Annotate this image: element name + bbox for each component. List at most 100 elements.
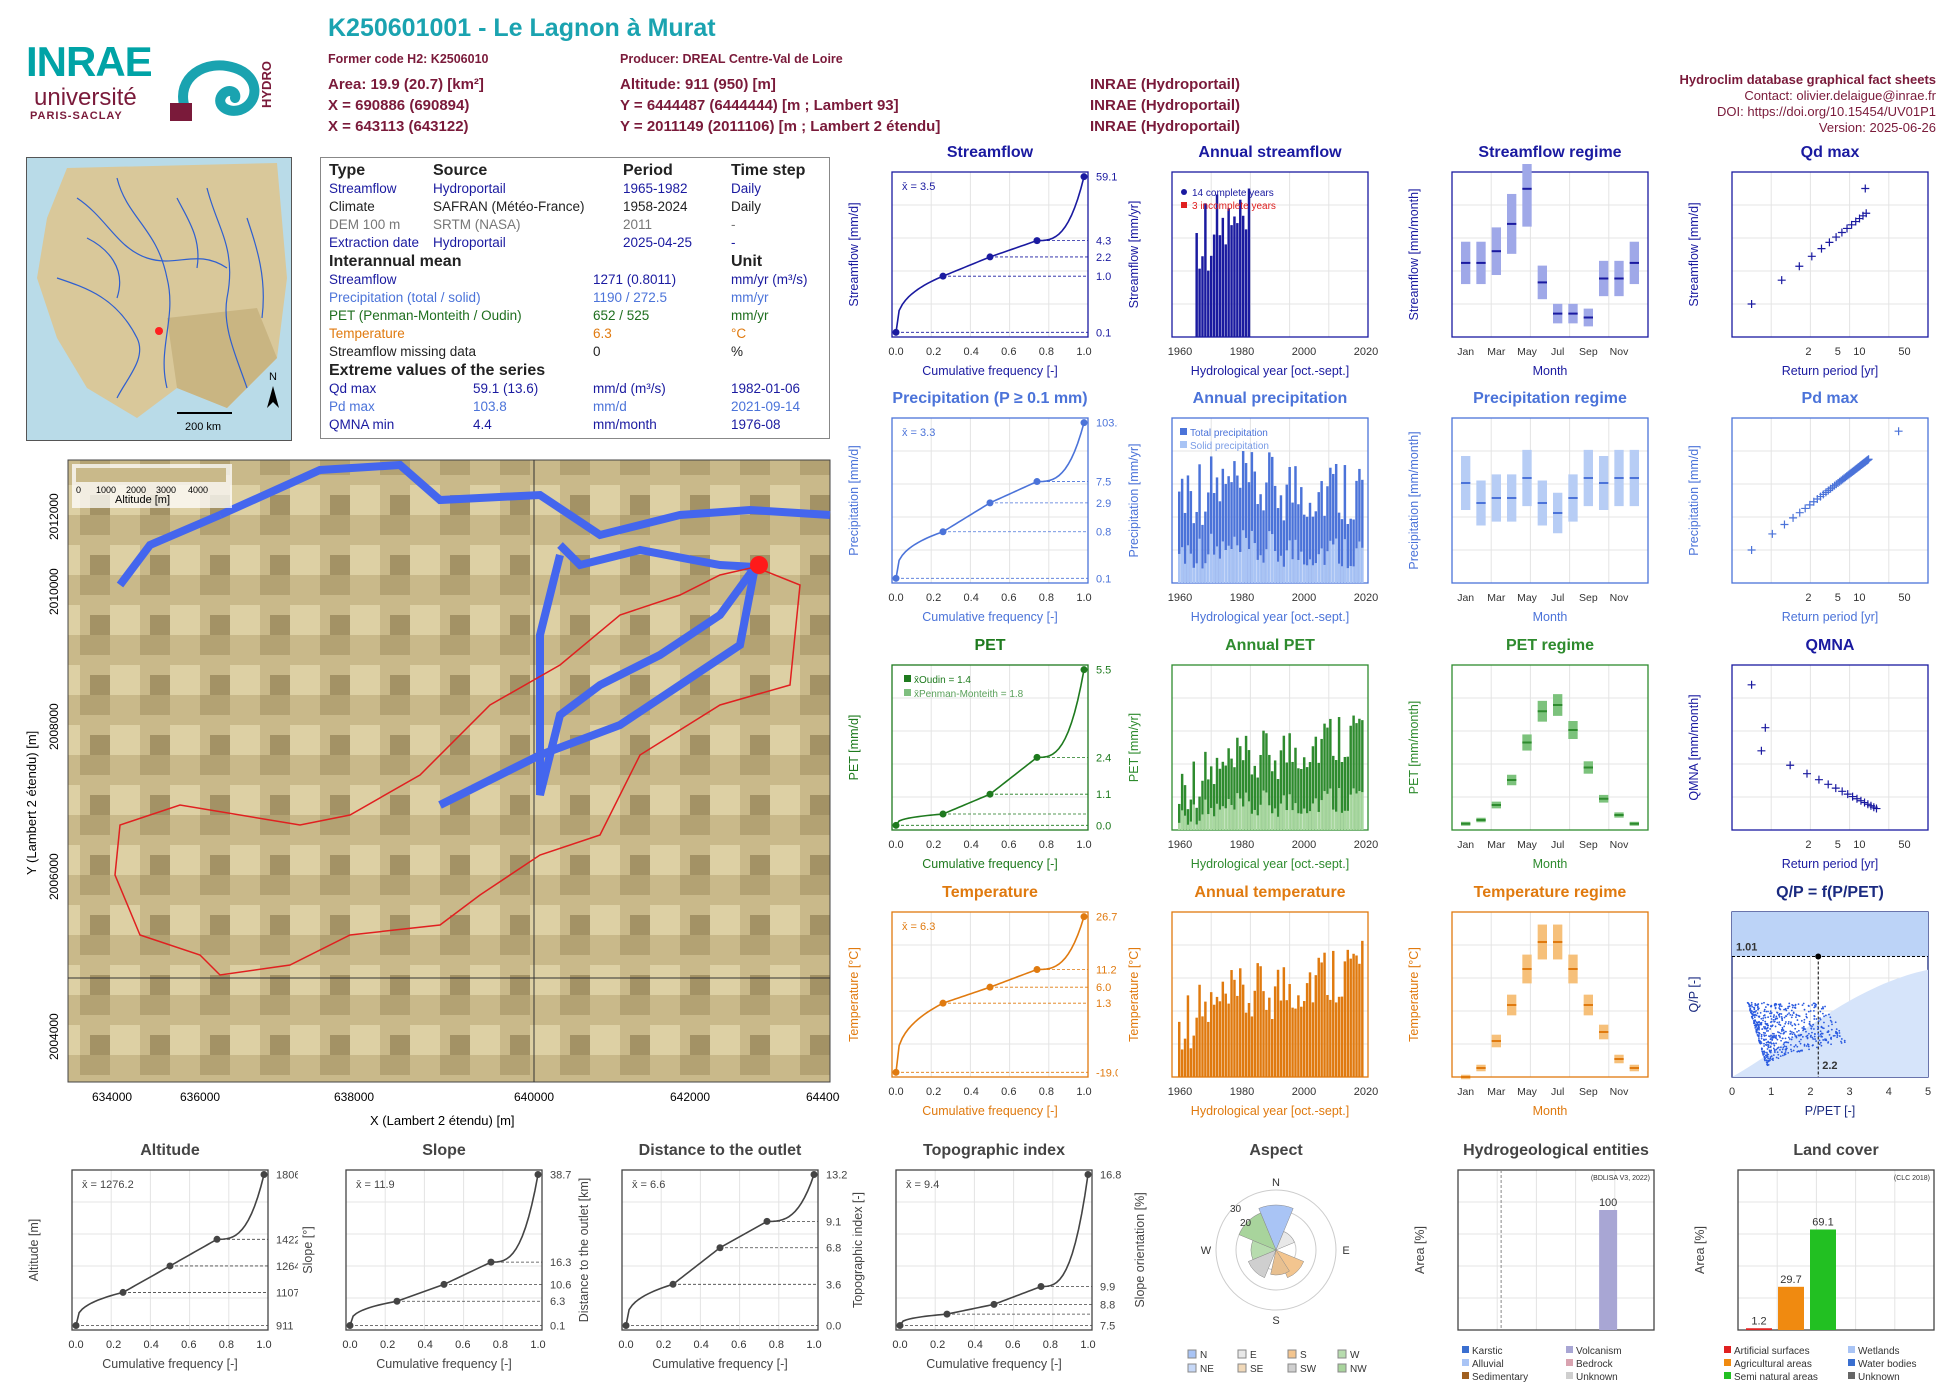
qp-point bbox=[1766, 1024, 1769, 1027]
hydrogeo-bar bbox=[1599, 1210, 1618, 1330]
pet-ylabel: PET [mm/d] bbox=[847, 715, 861, 781]
annual_precip-bar bbox=[1241, 451, 1245, 583]
annual_pet-bar-solid bbox=[1358, 790, 1361, 830]
qp-point bbox=[1777, 1057, 1780, 1060]
annual_pet-bar bbox=[1346, 756, 1350, 830]
streamflow-annot: x̄ = 3.5 bbox=[902, 181, 935, 193]
annual_pet-bar bbox=[1279, 750, 1283, 830]
annual_pet-bar-solid bbox=[1337, 788, 1341, 830]
annual_pet-bar bbox=[1332, 755, 1335, 830]
qp-point bbox=[1831, 1023, 1833, 1026]
topo-point bbox=[990, 1300, 998, 1308]
qd_max-point bbox=[1837, 228, 1846, 237]
temp_regime-xlabel: Month bbox=[1533, 1104, 1568, 1118]
meta-contact[interactable]: Contact: olivier.delaigue@inrae.fr bbox=[1744, 88, 1936, 103]
qd_max-title: Qd max bbox=[1800, 144, 1860, 161]
altitude-chart: Cumulative frequency [-] Altitude [m] 1806… bbox=[27, 1169, 298, 1371]
qp-point bbox=[1773, 1035, 1776, 1037]
rose-sector bbox=[1275, 1249, 1305, 1279]
qp-point bbox=[1803, 1008, 1806, 1011]
annual_precip-title: Annual precipitation bbox=[1192, 390, 1348, 407]
annual_pet-bar-solid bbox=[1334, 811, 1338, 830]
annual_precip-bar bbox=[1288, 466, 1291, 583]
rose-s: S bbox=[1272, 1315, 1279, 1327]
x-tick: 5 bbox=[1835, 592, 1841, 604]
annual_precip-bar-solid bbox=[1346, 568, 1350, 583]
annual_precip-bar-solid bbox=[1305, 565, 1309, 583]
x-tick: 3 bbox=[1847, 1086, 1853, 1098]
legend-solid: Solid precipitation bbox=[1190, 441, 1269, 452]
month-tick: Mar bbox=[1487, 839, 1506, 851]
annual_pet-bar bbox=[1329, 718, 1332, 830]
aspect-legend: S bbox=[1300, 1350, 1307, 1361]
rose-ring bbox=[1215, 1189, 1337, 1311]
annual_pet-bar bbox=[1305, 767, 1309, 830]
annual_precip-bar bbox=[1221, 468, 1225, 583]
meta-doi[interactable]: DOI: https://doi.org/10.15454/UV01P1 bbox=[1717, 104, 1936, 119]
qp-point bbox=[1764, 1016, 1767, 1019]
qmna-point bbox=[1843, 790, 1852, 799]
annual_precip-bar-solid bbox=[1227, 545, 1230, 583]
distance-right-tick: 13.2 bbox=[826, 1170, 847, 1182]
qp-point bbox=[1782, 1054, 1784, 1057]
annual_pet-bar-solid bbox=[1273, 808, 1277, 830]
annual_pet-bar-solid bbox=[1215, 803, 1219, 830]
qp-point bbox=[1769, 1015, 1772, 1018]
qd_max-chart: Return period [yr] Streamflow [mm/d] 2 5 10 5… bbox=[1687, 171, 1929, 378]
annual_pet-bar-solid bbox=[1207, 814, 1210, 830]
legend-tick: 2000 bbox=[126, 485, 146, 495]
annual_temp-bar bbox=[1282, 967, 1286, 1077]
annual_temp-chart: Hydrological year [oct.-sept.] Temperatur… bbox=[1127, 911, 1378, 1118]
annual_temp-bar bbox=[1236, 995, 1239, 1077]
streamflow-xlabel: Cumulative frequency [-] bbox=[922, 364, 1057, 378]
annual_temp-bar bbox=[1302, 1001, 1306, 1077]
annual_temp-bar bbox=[1346, 949, 1350, 1077]
qd_max-xlabel: Return period [yr] bbox=[1782, 364, 1879, 378]
qp-point bbox=[1783, 1045, 1786, 1048]
month-tick: Nov bbox=[1610, 592, 1629, 604]
annual_temp-bar bbox=[1239, 968, 1242, 1077]
annual_precip-bar bbox=[1352, 519, 1355, 583]
annual_precip-bar-solid bbox=[1198, 538, 1201, 583]
qp-point bbox=[1763, 1034, 1765, 1036]
annual_precip-bar-solid bbox=[1326, 551, 1329, 583]
qp-point bbox=[1782, 1046, 1785, 1049]
qp-point bbox=[1793, 1033, 1796, 1036]
precip-point bbox=[892, 574, 900, 582]
qp-point bbox=[1812, 1023, 1815, 1026]
x-tick: 0.2 bbox=[930, 1339, 945, 1351]
annual_temp-bar bbox=[1288, 984, 1291, 1077]
qp-point bbox=[1824, 1014, 1827, 1017]
area: Area: 19.9 (20.7) [km²] bbox=[328, 76, 484, 93]
distance-annot: x̄ = 6.6 bbox=[632, 1179, 665, 1191]
qp-point bbox=[1760, 1017, 1763, 1020]
qmna-ylabel: QMNA [mm/month] bbox=[1687, 694, 1701, 800]
qp-point bbox=[1751, 1017, 1754, 1020]
annual_precip-bar-solid bbox=[1178, 553, 1181, 583]
month-tick: May bbox=[1517, 592, 1538, 604]
annual_temp-bar bbox=[1305, 983, 1309, 1077]
annual_temp-bar bbox=[1192, 1035, 1195, 1077]
meta-block: Hydroclim database graphical fact sheets… bbox=[1680, 72, 1936, 136]
pet-legend-oudin: x̄Oudin = 1.4 bbox=[914, 675, 971, 686]
annual_pet-bar-solid bbox=[1352, 788, 1355, 830]
x-tick: 0.4 bbox=[968, 1339, 983, 1351]
qp-point bbox=[1766, 1051, 1768, 1054]
qp-point bbox=[1807, 1010, 1810, 1013]
qp-point bbox=[1830, 1028, 1833, 1031]
qp-point bbox=[1767, 1016, 1770, 1019]
annual_temp-bar bbox=[1204, 1001, 1207, 1077]
qp-point bbox=[1754, 1020, 1757, 1022]
qp-point bbox=[1763, 1010, 1766, 1013]
temp-title: Temperature bbox=[942, 884, 1038, 901]
x-tick: 5 bbox=[1835, 839, 1841, 851]
topo-point bbox=[1084, 1171, 1092, 1179]
qp-point bbox=[1784, 1051, 1787, 1053]
qp-point bbox=[1781, 1048, 1784, 1051]
scale-label: 200 km bbox=[185, 421, 221, 433]
qp-point bbox=[1752, 1006, 1755, 1009]
x-tick: 2 bbox=[1805, 346, 1811, 358]
qp-point bbox=[1823, 1015, 1825, 1018]
annual_precip-bar bbox=[1332, 473, 1335, 583]
annual_pet-bar-solid bbox=[1279, 803, 1283, 830]
